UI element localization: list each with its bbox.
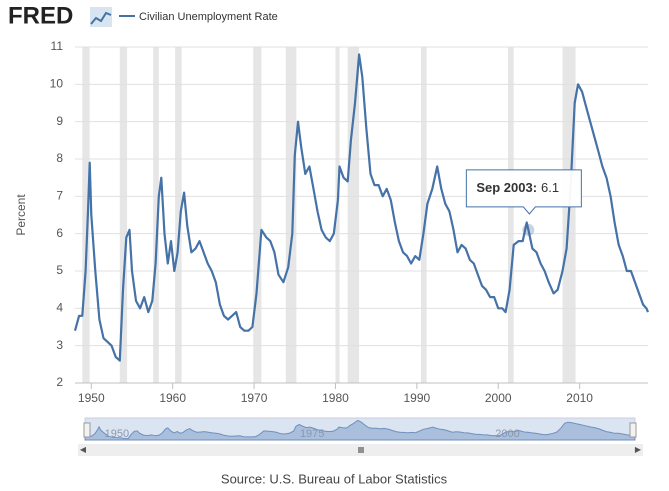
y-tick-label: 4 <box>56 301 63 315</box>
legend-label: Civilian Unemployment Rate <box>139 11 278 23</box>
navigator-label: 1950 <box>105 428 129 440</box>
recession-band <box>285 47 297 383</box>
hover-point <box>522 223 535 236</box>
scroll-left[interactable]: ◀ <box>80 445 87 454</box>
y-axis-label: Percent <box>14 194 28 236</box>
y-tick-label: 2 <box>56 375 63 389</box>
tooltip-value: 6.1 <box>541 180 559 195</box>
source: Source: U.S. Bureau of Labor Statistics <box>221 471 448 486</box>
recession-band <box>508 47 514 383</box>
series-line <box>73 53 650 362</box>
logo: FRED <box>8 2 73 29</box>
nav-handle[interactable] <box>629 422 637 438</box>
y-tick-label: 7 <box>56 189 63 203</box>
recession-band <box>420 47 427 383</box>
nav-handle[interactable] <box>83 422 91 438</box>
logo-icon <box>90 7 112 27</box>
recession-band <box>119 47 128 383</box>
x-tick-label: 1950 <box>78 391 105 405</box>
navigator-label: 2000 <box>495 428 519 440</box>
x-tick-label: 1960 <box>159 391 186 405</box>
y-tick-label: 5 <box>56 263 63 277</box>
x-tick-label: 2000 <box>485 391 512 405</box>
tooltip-box <box>465 169 582 215</box>
y-tick-label: 9 <box>56 114 63 128</box>
navigator-area <box>84 419 636 441</box>
y-tick-label: 3 <box>56 338 63 352</box>
recession-band <box>347 47 360 383</box>
y-tick-label: 6 <box>56 226 63 240</box>
x-tick-label: 1980 <box>322 391 349 405</box>
plot-area <box>75 47 648 383</box>
recession-band <box>175 47 182 383</box>
recession-band <box>335 47 340 383</box>
x-tick-label: 1970 <box>241 391 268 405</box>
recession-band <box>82 47 90 383</box>
x-tick-label: 1990 <box>403 391 430 405</box>
y-tick-label: 10 <box>50 77 64 91</box>
recession-band <box>253 47 262 383</box>
recession-band <box>153 47 159 383</box>
y-tick-label: 11 <box>51 39 64 53</box>
x-tick-label: 2010 <box>566 391 593 405</box>
scroll-grip[interactable] <box>358 447 364 453</box>
tooltip-label: Sep 2003: <box>476 180 537 195</box>
scroll-right[interactable]: ▶ <box>635 445 642 454</box>
navigator-label: 1975 <box>300 428 324 440</box>
y-tick-label: 8 <box>56 151 63 165</box>
tooltip-text: Sep 2003: 6.1 <box>476 180 559 195</box>
